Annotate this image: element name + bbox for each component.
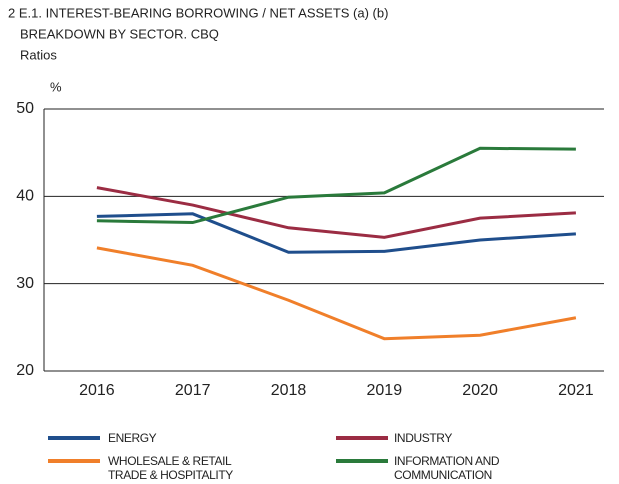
legend-label: WHOLESALE & RETAIL TRADE & HOSPITALITY bbox=[108, 454, 233, 482]
y-unit: % bbox=[50, 79, 62, 94]
y-tick-label: 50 bbox=[16, 100, 34, 117]
legend-label: ENERGY bbox=[108, 431, 157, 445]
chart-title: 2 E.1. INTEREST-BEARING BORROWING / NET … bbox=[8, 5, 388, 20]
y-tick-label: 30 bbox=[16, 275, 34, 292]
x-tick-label: 2017 bbox=[175, 382, 211, 399]
x-tick-label: 2019 bbox=[367, 382, 403, 399]
y-tick-label: 20 bbox=[16, 362, 34, 379]
x-tick-label: 2016 bbox=[79, 382, 115, 399]
x-tick-label: 2020 bbox=[462, 382, 498, 399]
legend-swatch bbox=[48, 459, 100, 463]
y-tick-label: 40 bbox=[16, 188, 34, 205]
x-tick-label: 2018 bbox=[271, 382, 307, 399]
series-line bbox=[96, 246, 577, 341]
y-label: Ratios bbox=[20, 47, 57, 62]
legend-label: INFORMATION AND COMMUNICATION bbox=[394, 454, 500, 482]
series-line bbox=[96, 186, 576, 239]
series-line bbox=[96, 146, 576, 225]
legend-swatch bbox=[336, 436, 388, 440]
legend-swatch bbox=[48, 436, 100, 440]
legend-label: INDUSTRY bbox=[394, 431, 452, 445]
series-line bbox=[96, 212, 576, 254]
legend-swatch bbox=[336, 459, 388, 463]
chart-subtitle: BREAKDOWN BY SECTOR. CBQ bbox=[20, 26, 219, 41]
x-tick-label: 2021 bbox=[558, 382, 594, 399]
